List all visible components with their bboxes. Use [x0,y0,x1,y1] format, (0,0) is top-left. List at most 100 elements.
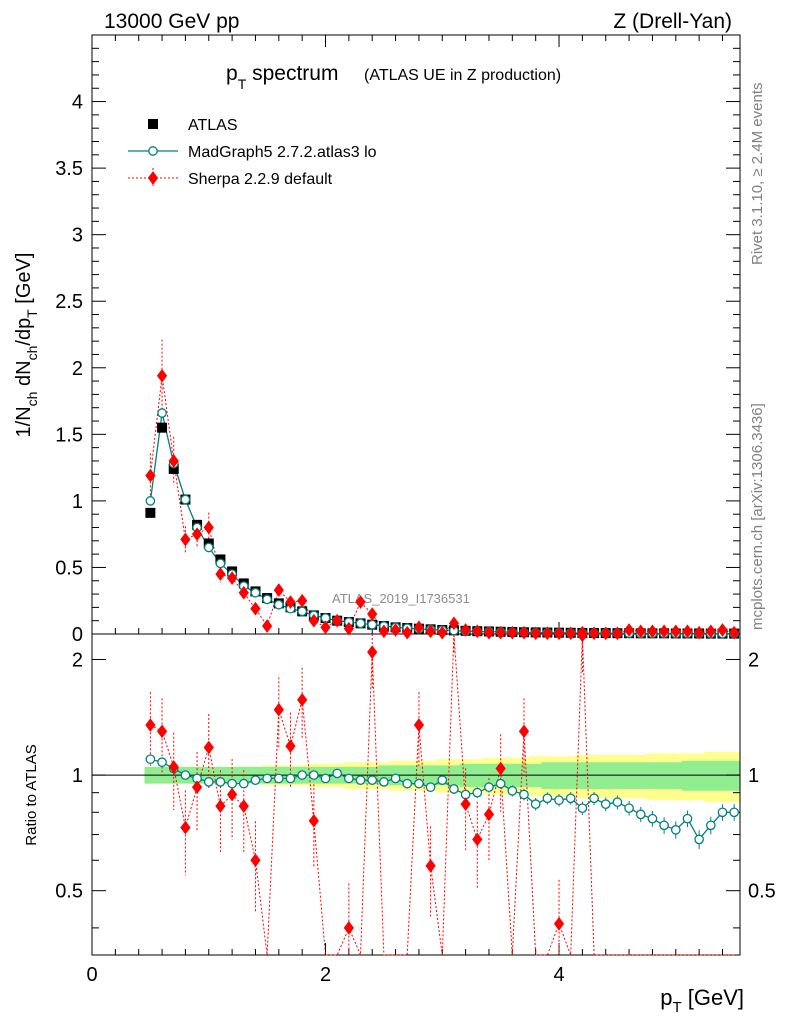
madgraph-ratio-point [519,789,529,800]
legend-madgraph-marker [148,146,158,156]
legend: ATLAS MadGraph5 2.7.2.atlas3 lo Sherpa 2.2… [128,117,377,188]
madgraph-ratio-point [577,803,588,814]
madgraph-point [203,542,214,553]
sherpa-point [285,595,296,609]
madgraph-point [250,587,261,598]
madgraph-ratio-point [425,782,436,793]
madgraph-ratio-point [729,807,740,818]
rivet-label: Rivet 3.1.10, ≥ 2.4M events [749,83,766,266]
sherpa-point [297,593,308,608]
madgraph-ratio-point [682,813,693,824]
madgraph-ratio-point [437,775,448,786]
y-tick-label: 0 [72,624,83,646]
madgraph-ratio-point [647,813,658,824]
ylabel-part: dN [13,360,35,391]
sherpa-point [156,368,168,383]
y-tick-label: 3 [72,225,83,247]
madgraph-ratio-point [565,793,576,804]
ratio-y-tick-label-right: 0.5 [748,881,776,903]
sherpa-ratio-point [297,693,308,707]
sherpa-point [180,532,191,547]
madgraph-ratio-point [227,778,237,789]
sherpa-point [145,468,156,483]
madgraph-ratio-point [589,793,599,804]
sherpa-point [332,613,343,628]
y-tick-label: 1 [72,491,83,513]
sherpa-point [320,620,331,635]
y-tick-label: 1.5 [55,424,83,446]
ylabel-part: ch [24,346,40,361]
sherpa-point [308,613,319,628]
sherpa-point [343,621,354,636]
madgraph-ratio-point [717,807,728,818]
madgraph-point [297,606,308,617]
madgraph-ratio-point [542,793,553,804]
sherpa-ratio-point [203,740,214,755]
sherpa-point [518,625,530,640]
madgraph-ratio-point [402,778,413,789]
header-right: Z (Drell-Yan) [613,10,732,33]
madgraph-ratio-point [145,754,156,765]
madgraph-point [215,558,226,569]
ylabel-part: ch [24,392,40,407]
header-left: 13000 GeV pp [104,10,239,33]
madgraph-point [367,619,378,630]
ratio-y-tick-label: 1 [72,765,83,787]
sherpa-point [238,585,249,600]
atlas-point [145,507,156,518]
sherpa-point [647,624,658,639]
y-tick-label: 0.5 [55,557,83,579]
sherpa-ratio-point [472,832,483,847]
legend-label: ATLAS [188,117,238,134]
madgraph-ratio-point [203,777,214,787]
sherpa-point [635,624,646,639]
sherpa-point [226,571,238,585]
legend-entry: ATLAS [148,117,238,134]
x-tick-label: 4 [553,964,564,986]
ratio-y-tick-label: 2 [72,649,83,671]
plot-title: pT spectrum [226,62,338,92]
sherpa-point [670,624,681,639]
sherpa-point [273,583,284,597]
madgraph-ratio-point [495,778,506,789]
ylabel-part: 1/N [13,406,35,437]
sherpa-point [705,624,716,639]
sherpa-point [460,623,471,637]
sherpa-ratio-point [215,799,226,813]
sherpa-point [215,567,226,581]
sherpa-point [413,620,425,635]
sherpa-point [612,626,623,641]
title-main: p [226,62,238,85]
x-tick-label: 0 [86,964,97,986]
madgraph-ratio-point [507,785,518,796]
sherpa-point [682,624,693,639]
sherpa-point [402,625,413,640]
sherpa-ratio-point [483,807,495,822]
x-tick-label: 2 [320,964,331,986]
sherpa-point [437,625,448,640]
sherpa-ratio-point [168,760,179,774]
atlas-point [168,463,179,474]
madgraph-point [145,496,156,506]
madgraph-ratio-point [390,773,401,784]
madgraph-ratio-point [705,820,716,831]
ylabel-part: T [24,309,40,318]
sherpa-point [694,625,705,640]
sherpa-ratio-point [145,718,156,732]
madgraph-ratio-point [670,825,681,835]
sherpa-ratio-point [180,820,191,835]
sherpa-ratio-point [577,628,588,643]
madgraph-ratio-point [484,782,494,793]
sherpa-ratio-point [518,724,530,739]
madgraph-ratio-point [379,777,389,787]
main-ylabel: 1/Nch dNch/dpT [GeV] [13,253,40,438]
sherpa-point [507,625,518,640]
sherpa-ratio-point [308,814,319,828]
sherpa-point [495,625,506,640]
sherpa-point [588,626,600,641]
sherpa-point [542,626,553,641]
sherpa-ratio-point [495,761,506,776]
sherpa-ratio-point [238,799,249,813]
ylabel-part: /dp [13,318,35,346]
sherpa-point [483,625,495,640]
